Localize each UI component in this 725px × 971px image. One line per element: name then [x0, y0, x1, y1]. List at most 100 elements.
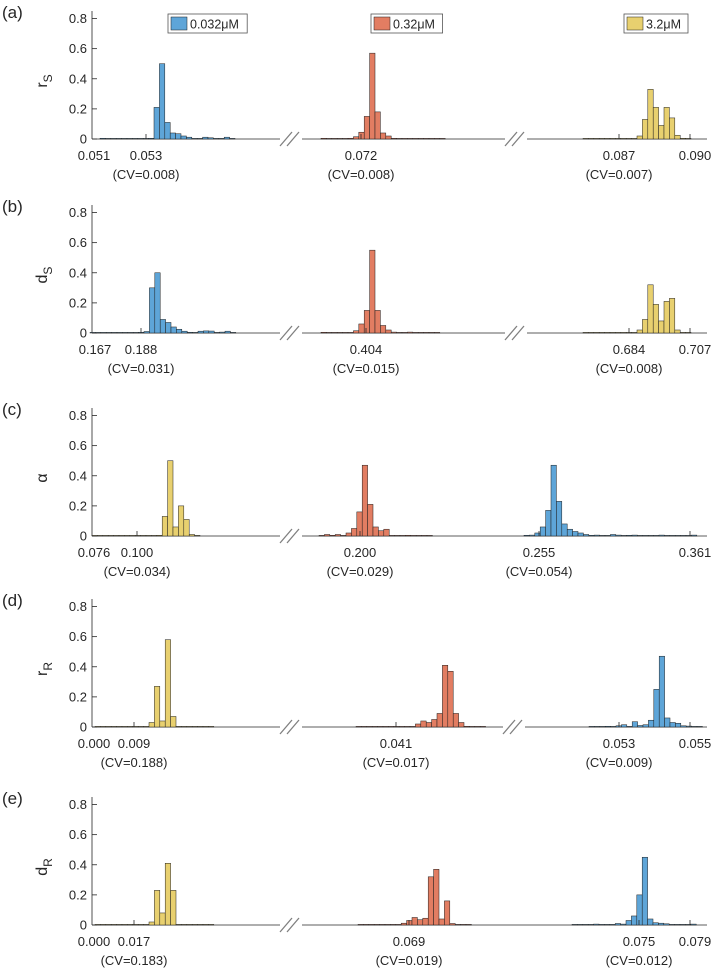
- hist-bar: [631, 915, 638, 926]
- x-tick-label-right: 0.361: [679, 545, 712, 560]
- hist-bar: [620, 535, 627, 537]
- hist-bar: [320, 331, 327, 334]
- hist-bar: [347, 332, 354, 334]
- hist-bar: [427, 876, 434, 926]
- hist-bar: [164, 863, 171, 926]
- legend-item-c0.32: 0.32μM: [370, 13, 443, 34]
- hist-bar: [411, 917, 418, 926]
- hist-bar: [356, 511, 363, 537]
- legend-swatch: [170, 16, 188, 31]
- hist-bar: [154, 890, 161, 926]
- hist-bar: [347, 137, 354, 140]
- hist-bar: [105, 138, 112, 140]
- hist-bar: [407, 331, 414, 334]
- y-axis-label: α: [34, 473, 51, 482]
- hist-bar: [658, 320, 665, 334]
- y-tick-label: 0.6: [69, 235, 87, 250]
- hist-bar: [197, 726, 204, 728]
- histogram-c3.2: [94, 639, 215, 728]
- histogram-c0.32: [318, 464, 433, 537]
- hist-bar: [423, 332, 430, 334]
- hist-bar: [664, 535, 671, 537]
- hist-bar: [197, 330, 204, 334]
- hist-bar: [626, 726, 633, 728]
- hist-bar: [230, 332, 237, 334]
- hist-bar: [353, 330, 360, 334]
- y-tick-label: 0.8: [69, 797, 87, 812]
- hist-bar: [105, 726, 112, 728]
- hist-bar: [116, 726, 123, 728]
- hist-bar: [127, 726, 134, 728]
- hist-bar: [371, 726, 378, 728]
- hist-bar: [388, 726, 395, 728]
- hist-bar: [94, 924, 101, 926]
- y-tick-label: 0.2: [69, 887, 87, 902]
- hist-bar: [631, 138, 638, 140]
- hist-bar: [434, 138, 441, 140]
- hist-bar: [186, 924, 193, 926]
- hist-bar: [140, 535, 147, 537]
- histogram-c0.32: [320, 52, 446, 140]
- hist-bar: [358, 323, 365, 334]
- axis-break-stroke: [502, 719, 516, 735]
- axis-break-stroke: [286, 719, 300, 735]
- hist-bar: [561, 523, 568, 537]
- hist-bar: [625, 138, 632, 140]
- hist-bar: [203, 330, 210, 334]
- hist-bar: [523, 534, 530, 537]
- hist-bar: [400, 922, 407, 926]
- hist-bar: [669, 117, 676, 140]
- x-tick-label-left: 0.076: [78, 545, 111, 560]
- hist-bar: [137, 726, 144, 728]
- hist-bar: [582, 138, 589, 140]
- hist-bar: [474, 726, 481, 728]
- histogram-c0.032: [89, 272, 237, 334]
- hist-bar: [385, 135, 392, 140]
- hist-bar: [363, 310, 370, 334]
- hist-bar: [436, 713, 443, 728]
- hist-bar: [374, 310, 381, 334]
- hist-bar: [129, 535, 136, 537]
- hist-bar: [399, 535, 406, 537]
- hist-bar: [422, 917, 429, 926]
- hist-bar: [434, 332, 441, 334]
- panel-c: (c) 0 0.2 0.4 0.6 0.8 α 0.100 (CV=0.034) 0.076 0.2…: [2, 400, 711, 579]
- hist-bar: [685, 332, 692, 334]
- hist-bar: [593, 332, 600, 334]
- hist-bar: [620, 332, 627, 334]
- hist-bar: [454, 924, 461, 926]
- cv-label: (CV=0.031): [108, 361, 175, 376]
- x-tick-label: 0.404: [350, 342, 383, 357]
- hist-bar: [674, 924, 681, 926]
- axis-break-stroke: [286, 917, 300, 933]
- hist-bar: [149, 287, 156, 334]
- hist-bar: [401, 138, 408, 140]
- hist-bar: [113, 535, 120, 537]
- hist-bar: [423, 138, 430, 140]
- hist-bar: [431, 719, 438, 728]
- histogram-c0.032: [571, 856, 697, 926]
- hist-bar: [353, 136, 360, 140]
- histogram-c0.032: [588, 655, 703, 728]
- hist-bar: [663, 301, 670, 334]
- hist-bar: [658, 125, 665, 140]
- histogram-c3.2: [582, 89, 692, 140]
- hist-bar: [648, 719, 655, 728]
- hist-bar: [170, 890, 177, 926]
- x-tick-label-right: 0.079: [679, 934, 712, 949]
- hist-bar: [143, 924, 150, 926]
- hist-bar: [631, 534, 638, 537]
- hist-bar: [97, 535, 104, 537]
- histogram-c0.32: [357, 869, 472, 926]
- hist-bar: [679, 137, 686, 140]
- hist-bar: [566, 528, 573, 537]
- hist-bar: [626, 534, 633, 537]
- hist-bar: [390, 137, 397, 140]
- hist-bar: [685, 725, 692, 728]
- hist-bar: [674, 134, 681, 140]
- hist-bar: [396, 332, 403, 334]
- hist-bar: [342, 138, 349, 140]
- hist-bar: [355, 726, 362, 728]
- hist-bar: [636, 135, 643, 140]
